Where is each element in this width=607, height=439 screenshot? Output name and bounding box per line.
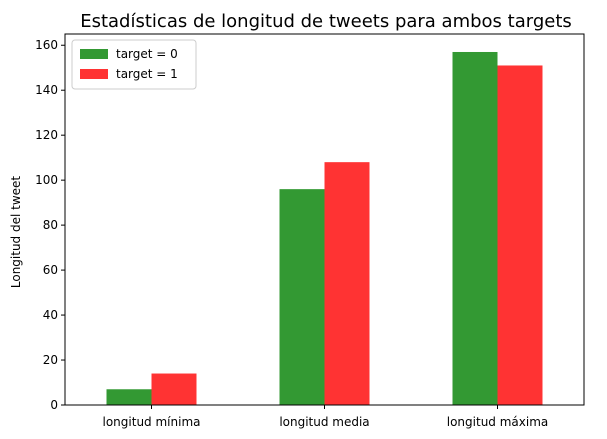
legend-swatch bbox=[80, 49, 108, 59]
y-tick-label: 120 bbox=[35, 128, 58, 142]
y-tick-label: 20 bbox=[43, 353, 58, 367]
y-tick-label: 60 bbox=[43, 263, 58, 277]
bar-target-1-2 bbox=[497, 65, 543, 405]
y-tick-label: 140 bbox=[35, 83, 58, 97]
x-tick-label: longitud máxima bbox=[447, 415, 549, 429]
legend-label: target = 0 bbox=[116, 47, 178, 61]
y-tick-label: 0 bbox=[50, 398, 58, 412]
y-tick-label: 160 bbox=[35, 38, 58, 52]
bar-target-1-1 bbox=[324, 162, 370, 405]
bar-target-0-2 bbox=[452, 51, 498, 405]
bar-target-0-1 bbox=[279, 189, 325, 405]
chart-title: Estadísticas de longitud de tweets para … bbox=[80, 11, 572, 32]
x-tick-label: longitud mínima bbox=[103, 415, 201, 429]
x-tick-label: longitud media bbox=[279, 415, 369, 429]
y-tick-label: 40 bbox=[43, 308, 58, 322]
legend-label: target = 1 bbox=[116, 67, 178, 81]
y-tick-label: 100 bbox=[35, 173, 58, 187]
plot-area: 0 20 40 60 80 100 120 140 160 longitud mínima long… bbox=[35, 33, 585, 429]
bar-target-0-0 bbox=[106, 389, 152, 405]
legend-swatch bbox=[80, 69, 108, 79]
y-axis-label: Longitud del tweet bbox=[9, 176, 23, 289]
legend: target = 0 target = 1 bbox=[71, 39, 197, 90]
y-tick-label: 80 bbox=[43, 218, 58, 232]
bar-target-1-0 bbox=[151, 373, 197, 405]
